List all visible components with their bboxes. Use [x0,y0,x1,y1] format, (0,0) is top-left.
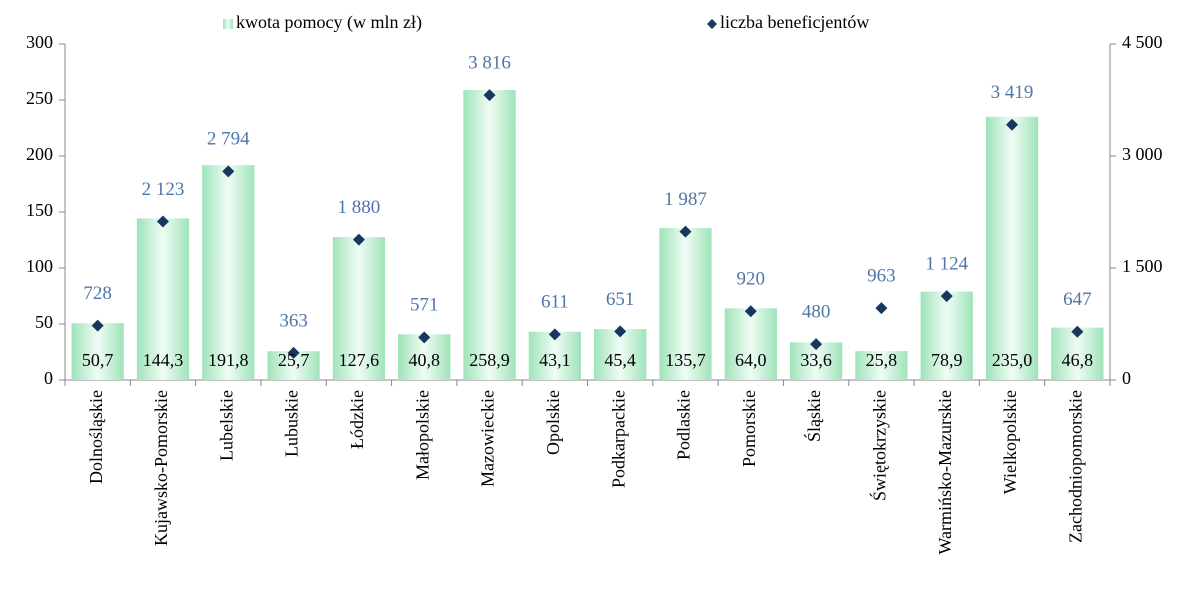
legend-label: liczba beneficjentów [720,12,869,32]
marker [1006,118,1019,131]
bar [332,237,386,380]
bar [985,116,1039,381]
marker [679,225,692,238]
bar [463,90,516,381]
x-tick-label: Śląskie [803,390,824,442]
bar [920,291,973,380]
y2-tick-label: 0 [1122,368,1131,388]
data-label: 2 794 [207,129,250,150]
data-label: 651 [606,289,635,310]
x-tick-label: Lubuskie [282,390,302,457]
x-tick-label: Łódzkie [347,390,367,449]
marker [1071,325,1084,338]
data-label: 571 [410,295,439,316]
bar [594,329,647,380]
marker [483,89,496,102]
x-tick-label: Mazowieckie [478,390,498,487]
y-tick-label: 200 [26,144,53,164]
bar [202,165,255,380]
data-label: 3 816 [468,52,511,73]
legend-swatch [223,19,233,29]
bar [724,308,777,380]
marker [548,328,561,341]
y-tick-label: 250 [26,88,53,108]
x-tick-label: Podlaskie [674,390,694,460]
y2-tick-label: 3 000 [1122,144,1163,164]
data-label: 25,7 [278,350,310,370]
y-tick-label: 150 [26,200,53,220]
data-label: 43,1 [539,350,571,370]
data-label: 45,4 [604,350,636,370]
x-tick-label: Świętokrzyskie [869,390,890,501]
y-tick-label: 300 [26,32,53,52]
data-label: 46,8 [1062,350,1094,370]
x-tick-label: Wielkopolskie [1000,390,1020,494]
data-label: 963 [867,265,896,286]
data-label: 258,9 [469,350,510,370]
data-label: 127,6 [339,350,380,370]
x-tick-label: Małopolskie [412,390,432,480]
data-label: 40,8 [408,350,440,370]
bar [136,218,190,380]
marker [222,165,235,178]
data-label: 363 [279,310,308,331]
y-tick-label: 100 [26,256,53,276]
marker [875,302,888,315]
data-label: 2 123 [142,179,185,200]
marker [287,346,300,359]
data-label: 920 [737,269,766,290]
marker [156,215,169,228]
x-tick-label: Podkarpackie [608,390,628,488]
x-tick-label: Opolskie [543,390,563,455]
x-tick-label: Kujawsko-Pomorskie [151,390,171,546]
y2-tick-label: 4 500 [1122,32,1163,52]
data-label: 1 880 [338,197,381,218]
x-tick-label: Zachodniopomorskie [1065,390,1085,543]
x-tick-label: Warmińsko-Mazurskie [935,390,955,555]
legend-label: kwota pomocy (w mln zł) [236,12,422,33]
x-tick-label: Dolnośląskie [86,390,106,484]
y-tick-label: 50 [35,312,53,332]
data-label: 235,0 [992,350,1033,370]
bar [659,228,712,380]
y2-tick-label: 1 500 [1122,256,1163,276]
marker [91,319,104,332]
data-label: 647 [1063,289,1092,310]
data-label: 1 124 [925,253,968,274]
data-label: 611 [541,292,569,313]
marker [614,325,627,338]
data-label: 480 [802,302,831,323]
marker [940,290,953,303]
x-tick-label: Lubelskie [216,390,236,461]
data-label: 50,7 [82,350,114,370]
marker [352,233,365,246]
marker [744,305,757,318]
data-label: 728 [83,283,112,304]
y-tick-label: 0 [44,368,53,388]
data-label: 191,8 [208,350,249,370]
marker [810,338,823,351]
bar [71,323,124,380]
marker [418,331,431,344]
bar [855,351,908,380]
data-label: 135,7 [665,350,706,370]
data-label: 64,0 [735,350,767,370]
data-label: 3 419 [991,82,1034,103]
data-label: 1 987 [664,189,707,210]
legend-swatch [707,19,717,29]
data-label: 78,9 [931,350,963,370]
data-label: 33,6 [800,350,832,370]
data-label: 144,3 [143,350,184,370]
x-tick-label: Pomorskie [739,390,759,467]
data-label: 25,8 [866,350,898,370]
